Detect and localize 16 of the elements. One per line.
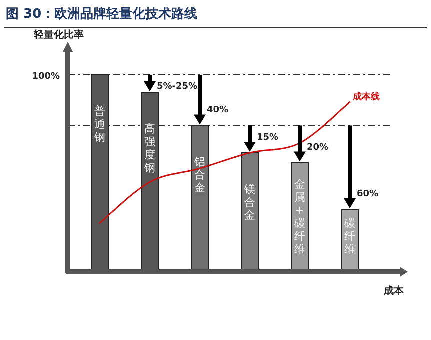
x-tick-label: 镁合金 xyxy=(244,183,256,222)
x-tick-label: 碳纤维 xyxy=(344,217,356,256)
series-label: 成本线 xyxy=(352,91,380,102)
y-axis-title: 轻量化比率 xyxy=(33,29,84,41)
annotation: 15% xyxy=(257,133,279,143)
x-tick-label: 铝合金 xyxy=(194,156,206,195)
annotation: 20% xyxy=(307,142,329,153)
ref-line-label: 100% xyxy=(32,72,60,82)
x-axis-title: 成本 xyxy=(383,285,405,297)
annotation: 40% xyxy=(207,106,229,116)
x-tick-label: 高强度钢 xyxy=(144,122,156,175)
annotation: 5%-25% xyxy=(157,82,198,92)
x-tick-label: 金属+碳纤维 xyxy=(294,178,306,256)
annotation: 60% xyxy=(357,190,379,200)
chart-title: 图 30：欧洲品牌轻量化技术路线 xyxy=(6,6,198,22)
x-tick-label: 普通钢 xyxy=(94,105,106,144)
